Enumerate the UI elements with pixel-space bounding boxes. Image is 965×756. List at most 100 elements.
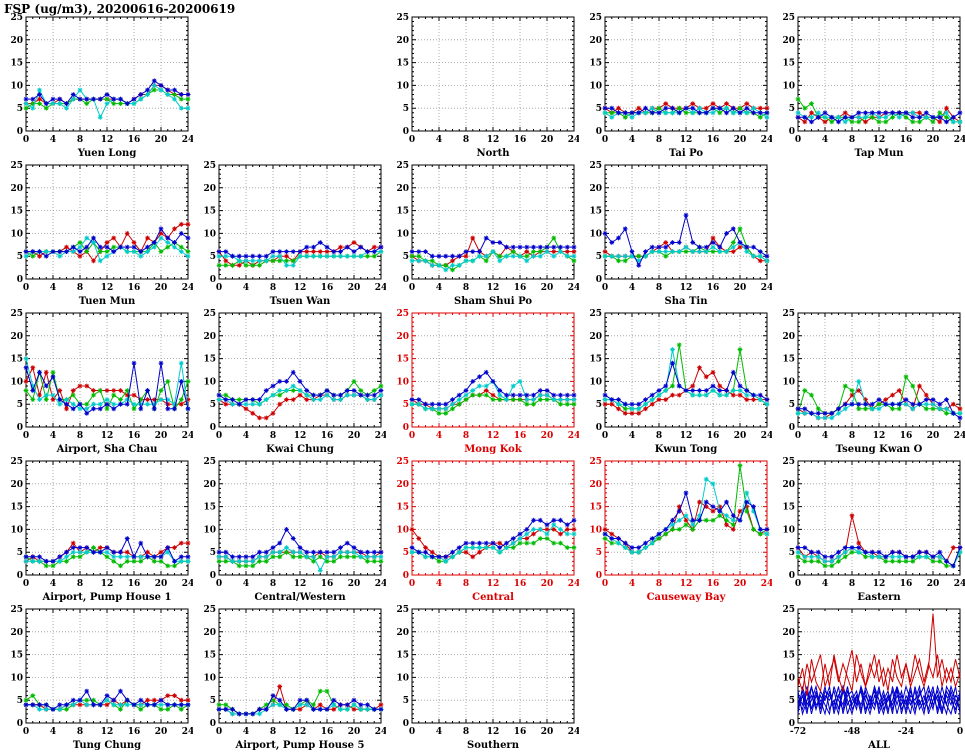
chart-title: Airport, Pump House 1 xyxy=(41,592,171,603)
series-markers-blue xyxy=(602,490,770,550)
y-tick-label: 0 xyxy=(596,571,602,581)
y-tick-label: 0 xyxy=(403,423,409,433)
y-tick-label: 15 xyxy=(203,503,216,513)
x-tick-label: 8 xyxy=(849,431,855,441)
y-tick-label: 20 xyxy=(396,480,409,490)
y-tick-label: 10 xyxy=(10,525,23,535)
chart-kwai-chung: 0 5 10 15 20 25 0 4 8 12 16 20 24 Kwai Chung xyxy=(193,308,387,456)
y-tick-label: 0 xyxy=(210,423,216,433)
chart-title: Mong Kok xyxy=(464,444,523,455)
x-tick-label: 0 xyxy=(23,579,29,589)
y-tick-label: 0 xyxy=(210,275,216,285)
x-tick-label: 4 xyxy=(629,431,635,441)
x-tick-label: 8 xyxy=(463,431,469,441)
x-tick-label: 4 xyxy=(629,579,635,589)
x-tick-label: 20 xyxy=(155,727,168,737)
y-tick-label: 10 xyxy=(782,525,795,535)
y-tick-label: 20 xyxy=(203,628,216,638)
x-tick-label: 12 xyxy=(101,579,114,589)
series-markers-cyan xyxy=(409,379,577,412)
chart-title: Tai Po xyxy=(669,148,703,159)
chart-yuen-long: 0 5 10 15 20 25 0 4 8 12 16 20 24 Yuen Long xyxy=(0,12,194,160)
y-tick-label: 10 xyxy=(396,229,409,239)
chart-tung-chung: 0 5 10 15 20 25 0 4 8 12 16 20 24 Tung Chung xyxy=(0,604,194,752)
x-tick-label: 0 xyxy=(795,431,801,441)
y-tick-label: 10 xyxy=(10,229,23,239)
series-line-blue-6 xyxy=(797,684,961,715)
x-tick-label: 8 xyxy=(77,135,83,145)
series-markers-blue xyxy=(409,369,577,407)
x-tick-label: 24 xyxy=(568,727,579,737)
y-tick-label: 20 xyxy=(203,332,216,342)
y-tick-label: 20 xyxy=(396,184,409,194)
x-tick-label: 0 xyxy=(602,135,608,145)
plot-border xyxy=(604,16,768,132)
x-tick-label: 0 xyxy=(409,727,415,737)
y-tick-label: 15 xyxy=(10,651,23,661)
y-tick-label: 25 xyxy=(589,457,602,467)
y-tick-label: 5 xyxy=(403,548,409,558)
series-markers-blue xyxy=(602,360,770,407)
x-tick-label: 12 xyxy=(680,431,693,441)
series-line-blue-3 xyxy=(797,684,961,716)
x-tick-label: 8 xyxy=(656,579,662,589)
plot-border xyxy=(797,16,961,132)
y-tick-label: 5 xyxy=(789,400,795,410)
x-tick-label: 0 xyxy=(795,135,801,145)
x-tick-label: 12 xyxy=(294,431,307,441)
x-tick-label: 0 xyxy=(23,283,29,293)
plot-border xyxy=(411,16,575,132)
series-markers-cyan xyxy=(602,240,770,264)
x-tick-label: 4 xyxy=(50,579,56,589)
x-tick-label: 0 xyxy=(409,135,415,145)
y-tick-label: 15 xyxy=(589,59,602,69)
y-tick-label: 10 xyxy=(589,525,602,535)
plot-border xyxy=(218,608,382,724)
x-tick-label: 12 xyxy=(101,135,114,145)
y-tick-label: 25 xyxy=(782,13,795,23)
y-tick-label: 15 xyxy=(589,503,602,513)
y-tick-label: 15 xyxy=(10,207,23,217)
y-tick-label: 10 xyxy=(203,377,216,387)
x-tick-label: 12 xyxy=(487,727,500,737)
x-tick-label: 0 xyxy=(23,727,29,737)
x-tick-label: 0 xyxy=(23,135,29,145)
y-tick-label: 20 xyxy=(203,480,216,490)
y-tick-label: 5 xyxy=(210,548,216,558)
y-tick-label: 15 xyxy=(589,355,602,365)
x-tick-label: 0 xyxy=(957,727,963,737)
x-tick-label: 12 xyxy=(487,431,500,441)
y-tick-label: 0 xyxy=(403,127,409,137)
y-tick-label: 10 xyxy=(396,81,409,91)
plot-border xyxy=(604,164,768,280)
chart-title: Causeway Bay xyxy=(647,592,727,603)
x-tick-label: 20 xyxy=(734,431,747,441)
x-tick-label: 8 xyxy=(849,135,855,145)
gridlines xyxy=(219,313,381,427)
y-tick-label: 0 xyxy=(596,423,602,433)
gridlines xyxy=(412,313,574,427)
x-tick-label: 8 xyxy=(463,283,469,293)
x-tick-label: 20 xyxy=(734,135,747,145)
y-tick-label: 20 xyxy=(10,36,23,46)
chart-title: Tseung Kwan O xyxy=(836,444,923,455)
x-tick-label: 16 xyxy=(321,431,334,441)
y-tick-label: 25 xyxy=(203,161,216,171)
x-tick-label: 16 xyxy=(707,135,720,145)
y-tick-label: 25 xyxy=(10,457,23,467)
chart-tai-po: 0 5 10 15 20 25 0 4 8 12 16 20 24 Tai Po xyxy=(579,12,773,160)
y-tick-label: 15 xyxy=(203,207,216,217)
series-markers-blue xyxy=(23,688,191,712)
plot-border xyxy=(411,312,575,428)
y-tick-label: 25 xyxy=(782,605,795,615)
chart-eastern: 0 5 10 15 20 25 0 4 8 12 16 20 24 Eastern xyxy=(772,456,965,604)
y-tick-label: 5 xyxy=(596,548,602,558)
y-tick-label: 5 xyxy=(403,252,409,262)
chart-tseung-kwan-o: 0 5 10 15 20 25 0 4 8 12 16 20 24 Tseung Kwan O xyxy=(772,308,965,456)
gridlines xyxy=(26,165,188,279)
gridlines xyxy=(219,165,381,279)
x-tick-label: 0 xyxy=(602,579,608,589)
y-tick-label: 20 xyxy=(589,332,602,342)
chart-central-western: 0 5 10 15 20 25 0 4 8 12 16 20 24 Central/Western xyxy=(193,456,387,604)
x-tick-label: 12 xyxy=(487,135,500,145)
